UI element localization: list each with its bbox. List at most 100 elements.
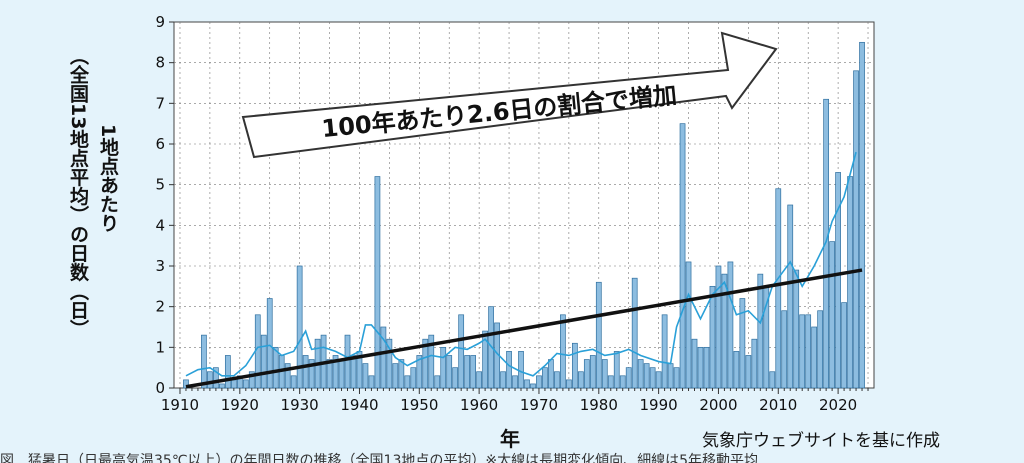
bar bbox=[338, 359, 345, 389]
bar bbox=[811, 326, 818, 389]
bar bbox=[697, 346, 704, 389]
trend-line bbox=[185, 268, 863, 389]
bar bbox=[571, 342, 578, 389]
bar bbox=[727, 261, 734, 389]
bar bbox=[500, 371, 506, 389]
bar bbox=[452, 367, 459, 389]
bar bbox=[673, 367, 680, 389]
bar bbox=[290, 375, 297, 389]
bar bbox=[374, 176, 381, 389]
bar bbox=[631, 277, 638, 389]
bar bbox=[554, 371, 560, 389]
bar bbox=[841, 302, 847, 389]
x-axis-label: 年 bbox=[500, 427, 520, 451]
bar bbox=[781, 310, 788, 389]
bar bbox=[518, 351, 524, 389]
bar bbox=[715, 265, 722, 389]
bar bbox=[733, 351, 740, 389]
x-tick-label: 1970 bbox=[520, 396, 558, 414]
bar bbox=[637, 359, 644, 389]
bar bbox=[344, 334, 351, 389]
bars bbox=[183, 41, 865, 389]
bar bbox=[260, 334, 267, 389]
y-tick-label: 9 bbox=[155, 13, 165, 31]
bar bbox=[853, 70, 859, 389]
bar bbox=[207, 371, 213, 389]
y-tick-label: 5 bbox=[155, 176, 165, 194]
bar bbox=[548, 359, 554, 389]
bar bbox=[296, 265, 303, 389]
bar bbox=[566, 379, 572, 389]
y-tick-label: 2 bbox=[155, 298, 165, 316]
bar bbox=[649, 367, 656, 389]
bar bbox=[787, 204, 794, 389]
bar bbox=[350, 355, 357, 389]
bar bbox=[721, 273, 728, 389]
x-tick-label: 1940 bbox=[340, 396, 378, 414]
bar bbox=[577, 371, 584, 389]
bar bbox=[619, 375, 626, 389]
bar bbox=[512, 375, 518, 389]
bar bbox=[524, 379, 530, 389]
bar bbox=[589, 355, 596, 389]
moving-average bbox=[185, 151, 857, 377]
x-tick-label: 1990 bbox=[640, 396, 678, 414]
bar bbox=[464, 355, 471, 389]
bar bbox=[679, 123, 686, 389]
bar bbox=[805, 314, 812, 389]
bar bbox=[643, 363, 650, 389]
bar bbox=[595, 281, 602, 389]
bar bbox=[775, 188, 782, 389]
bar bbox=[560, 314, 566, 389]
x-tick-label: 1960 bbox=[460, 396, 498, 414]
bar bbox=[219, 383, 225, 389]
bar bbox=[506, 351, 512, 389]
y-axis-label-line-2: （全国13地点平均）の日数（日） bbox=[67, 46, 89, 339]
bar bbox=[542, 367, 548, 389]
bar bbox=[368, 375, 375, 389]
bar bbox=[530, 383, 536, 389]
source-note: 気象庁ウェブサイトを基に作成 bbox=[702, 431, 940, 451]
x-tick-label: 1950 bbox=[400, 396, 438, 414]
bar bbox=[446, 355, 453, 389]
bar bbox=[201, 334, 207, 389]
bar bbox=[440, 346, 447, 389]
bar bbox=[859, 41, 865, 389]
x-tick-label: 1980 bbox=[580, 396, 618, 414]
bar bbox=[230, 379, 237, 389]
bar bbox=[661, 314, 668, 389]
x-tick-label: 1930 bbox=[281, 396, 319, 414]
bar bbox=[613, 351, 620, 389]
y-axis-label-line-1: 1地点あたり bbox=[97, 124, 119, 233]
bar bbox=[757, 273, 764, 389]
bar bbox=[536, 375, 542, 389]
x-tick-label: 2010 bbox=[759, 396, 797, 414]
bar bbox=[625, 367, 632, 389]
y-tick-label: 1 bbox=[155, 338, 165, 356]
bar bbox=[745, 355, 752, 389]
bar bbox=[703, 346, 710, 389]
bar bbox=[751, 338, 758, 389]
bar bbox=[607, 375, 614, 389]
bar bbox=[242, 379, 249, 389]
bar bbox=[410, 367, 417, 389]
bar bbox=[302, 355, 309, 389]
bar bbox=[224, 355, 231, 389]
bar bbox=[266, 298, 273, 389]
x-tick-label: 1920 bbox=[221, 396, 259, 414]
bar bbox=[398, 359, 405, 389]
x-tick-label: 2020 bbox=[819, 396, 857, 414]
moving-average-line bbox=[185, 151, 857, 377]
bar bbox=[793, 269, 800, 389]
y-tick-label: 0 bbox=[155, 379, 165, 397]
bar bbox=[817, 310, 824, 389]
bar bbox=[362, 363, 369, 389]
bar bbox=[476, 371, 482, 389]
bar bbox=[829, 241, 835, 389]
y-tick-label: 8 bbox=[155, 54, 165, 72]
bar bbox=[404, 375, 411, 389]
bar bbox=[847, 176, 853, 389]
x-tick-label: 2000 bbox=[699, 396, 737, 414]
